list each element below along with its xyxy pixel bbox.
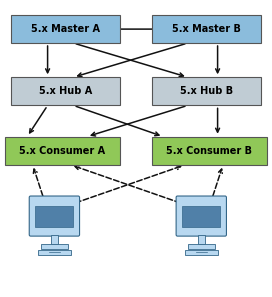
Text: 5.x Consumer B: 5.x Consumer B — [166, 146, 252, 156]
Text: 5.x Hub A: 5.x Hub A — [39, 86, 92, 96]
Text: 5.x Master B: 5.x Master B — [172, 24, 241, 34]
FancyBboxPatch shape — [38, 250, 71, 255]
FancyBboxPatch shape — [176, 196, 226, 236]
FancyBboxPatch shape — [198, 235, 205, 244]
FancyBboxPatch shape — [152, 137, 267, 165]
FancyBboxPatch shape — [35, 206, 73, 227]
FancyBboxPatch shape — [152, 15, 261, 43]
FancyBboxPatch shape — [188, 244, 215, 249]
FancyBboxPatch shape — [11, 77, 120, 105]
FancyBboxPatch shape — [185, 250, 218, 255]
FancyBboxPatch shape — [5, 137, 120, 165]
FancyBboxPatch shape — [51, 235, 58, 244]
FancyBboxPatch shape — [152, 77, 261, 105]
FancyBboxPatch shape — [11, 15, 120, 43]
Text: 5.x Hub B: 5.x Hub B — [180, 86, 233, 96]
FancyBboxPatch shape — [29, 196, 79, 236]
FancyBboxPatch shape — [182, 206, 220, 227]
Text: 5.x Consumer A: 5.x Consumer A — [20, 146, 106, 156]
Text: 5.x Master A: 5.x Master A — [31, 24, 100, 34]
FancyBboxPatch shape — [41, 244, 68, 249]
